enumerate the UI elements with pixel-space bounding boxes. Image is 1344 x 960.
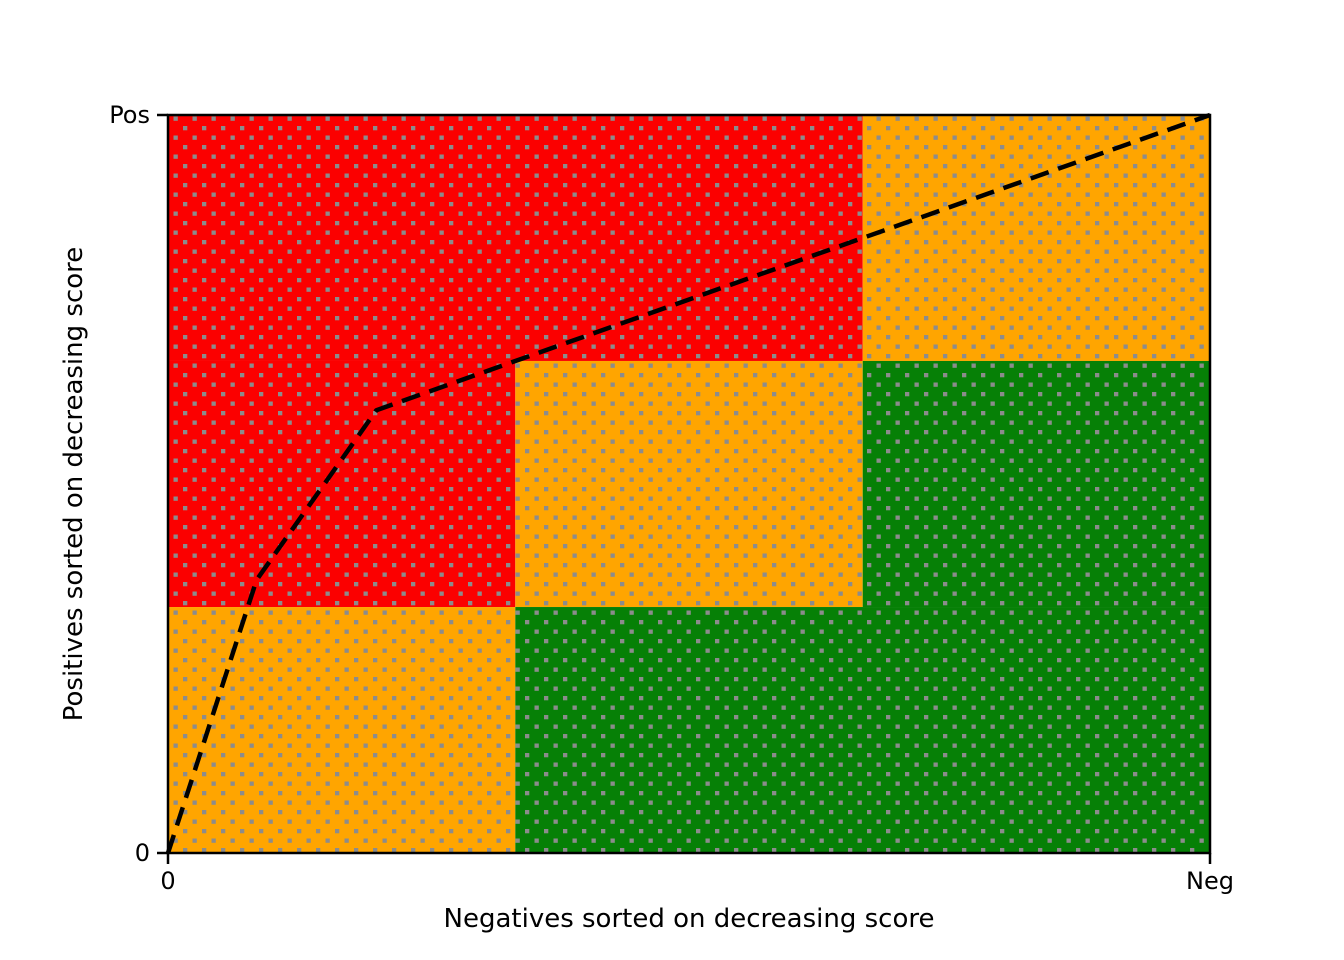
axes-spines [166,113,1212,855]
y-axis-label: Positives sorted on decreasing score [59,246,89,722]
x-axis-label: Negatives sorted on decreasing score [443,904,935,934]
y-tick-label-zero: 0 [134,839,150,867]
y-tick-label-pos: Pos [109,101,150,129]
x-tick-label-neg: Neg [1186,867,1234,895]
hatch-overlay [168,115,1210,853]
roc-curve [165,112,1211,854]
x-tick-label-zero: 0 [160,867,176,895]
